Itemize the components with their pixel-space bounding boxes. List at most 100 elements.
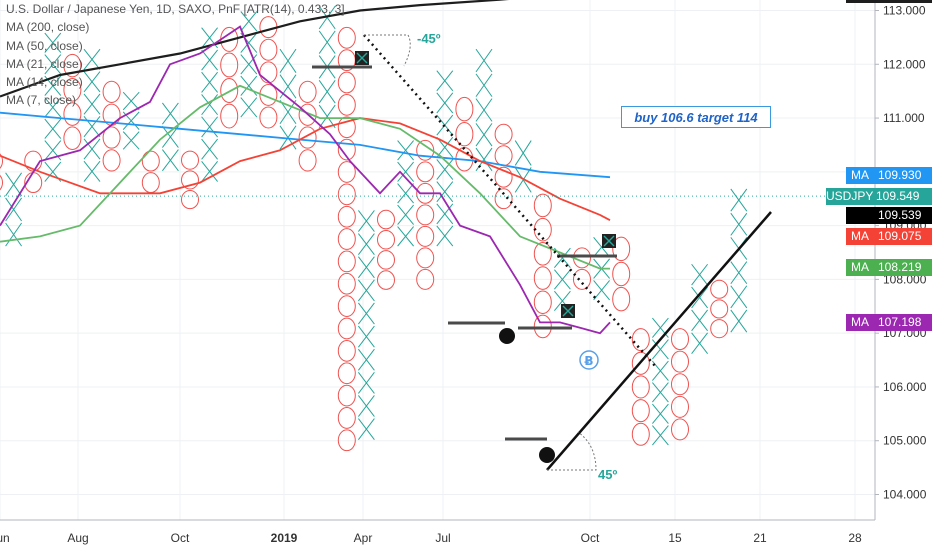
x-mark [240, 32, 258, 53]
x-mark [318, 104, 336, 129]
o-mark [337, 138, 356, 161]
o-mark [0, 153, 3, 169]
x-mark [44, 161, 62, 182]
x-axis-ticks: Jun Aug Oct 2019 Apr Jul Oct 15 21 28 [0, 531, 862, 545]
pnf-column-x [162, 102, 179, 172]
o-mark [533, 242, 552, 266]
x-mark [44, 75, 62, 96]
ma-line-3 [0, 117, 611, 221]
x-tick-label: Aug [67, 531, 88, 545]
o-mark [631, 399, 650, 423]
x-mark [83, 48, 101, 70]
x-mark [475, 73, 493, 97]
o-mark [181, 170, 199, 190]
o-mark [416, 225, 435, 247]
x-mark [554, 269, 571, 290]
y-tick-label: 113.000 [883, 4, 926, 18]
pnf-column-x [652, 317, 669, 446]
price-label-value: 109.075 [878, 228, 922, 243]
ma-line-5 [0, 25, 611, 335]
pnf-column-x [397, 140, 414, 247]
price-label-tag: MA [851, 315, 869, 330]
price-label-ma: MA 107.198 [846, 314, 932, 332]
angle-label-down: -45º [417, 31, 441, 46]
o-mark [102, 126, 121, 149]
pnf-column-o [337, 26, 356, 452]
o-mark [298, 103, 317, 126]
angle-label-up: 45º [598, 467, 618, 482]
o-mark [298, 126, 317, 149]
x-mark [279, 125, 297, 150]
trade-note[interactable]: buy 106.6 target 114 [621, 106, 771, 128]
pnf-column-x [83, 48, 101, 182]
pnf-column-x [475, 48, 493, 172]
pnf-column-x [514, 140, 532, 193]
x-mark [730, 309, 748, 333]
x-mark [730, 261, 748, 285]
x-mark [358, 233, 375, 256]
o-mark [612, 236, 631, 262]
pnf-column-x [240, 11, 258, 118]
y-tick-label: 104.000 [883, 488, 927, 502]
legend-ma-200: MA (200, close) [6, 20, 90, 35]
x-mark [201, 160, 218, 182]
o-mark [259, 83, 278, 106]
o-mark [710, 279, 729, 299]
y-tick-label: 105.000 [883, 434, 927, 448]
o-mark [671, 395, 689, 418]
o-mark [671, 373, 689, 396]
o-mark [337, 339, 356, 362]
x-mark [691, 263, 708, 286]
o-mark [377, 229, 395, 250]
o-mark [612, 261, 631, 287]
legend-ma-21: MA (21, close) [6, 56, 83, 71]
x-mark [358, 395, 375, 417]
price-label-last: 109.539 [846, 207, 932, 225]
o-mark [416, 204, 435, 226]
ma-line-4 [0, 84, 610, 270]
o-mark [416, 139, 435, 161]
x-mark [318, 30, 336, 54]
x-mark [240, 11, 258, 32]
x-mark [240, 54, 258, 75]
o-mark [377, 250, 395, 270]
price-label-ma: MA 109.075 [846, 227, 932, 245]
pnf-columns [0, 5, 748, 452]
x-mark [652, 339, 669, 360]
o-mark [533, 314, 552, 339]
o-mark [63, 53, 82, 78]
price-label-value: 108.219 [878, 260, 922, 275]
pnf-column-o [494, 123, 513, 210]
x-mark [358, 210, 375, 232]
o-mark [494, 166, 513, 188]
o-mark [337, 116, 356, 139]
x-mark [44, 32, 62, 53]
o-mark [220, 52, 239, 78]
x-mark [358, 372, 375, 394]
o-mark [337, 94, 356, 116]
o-mark [181, 190, 199, 210]
legend-ma-7: MA (7, close) [6, 93, 77, 108]
o-mark [337, 71, 356, 94]
x-mark [358, 325, 375, 348]
uptrend-line [546, 211, 772, 471]
x-mark [436, 70, 454, 92]
x-mark [691, 332, 708, 354]
pnf-column-o [631, 328, 650, 446]
x-mark [201, 71, 218, 93]
chart-legend: U.S. Dollar / Japanese Yen, 1D, SAXO, Pn… [6, 0, 345, 110]
y-tick-label: 106.000 [883, 380, 927, 394]
price-label-ma: MA 108.219 [846, 259, 932, 277]
x-mark [122, 91, 140, 111]
sell-signal-dot [499, 328, 515, 344]
o-mark [141, 172, 160, 194]
o-mark [710, 299, 729, 319]
x-tick-label: 28 [848, 531, 862, 545]
x-tick-label: Jun [0, 531, 10, 545]
x-mark [201, 116, 218, 138]
x-mark [358, 302, 375, 325]
x-mark [436, 225, 454, 247]
ma-line-1 [0, 0, 510, 98]
o-mark [337, 205, 356, 228]
o-mark [416, 161, 435, 183]
